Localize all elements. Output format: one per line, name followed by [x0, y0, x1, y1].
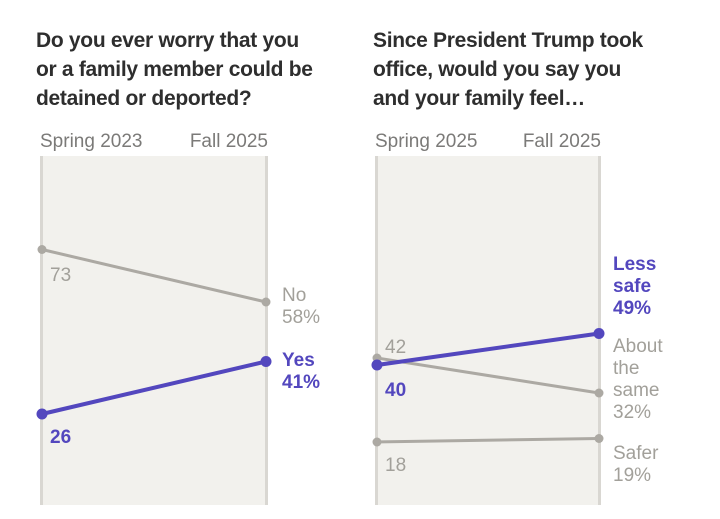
point-yes-end — [260, 356, 272, 367]
point-yes-start — [36, 408, 48, 420]
line-no — [41, 248, 267, 304]
point-no-end — [261, 297, 271, 307]
label-less-safe-end-value: Less safe 49% — [613, 253, 657, 319]
point-no-start — [37, 245, 47, 254]
point-about-the-same-end — [594, 388, 604, 398]
chart-family-safety: Since President Trump took office, would… — [371, 0, 720, 519]
x-axis-labels: Spring 2025 Fall 2025 — [375, 132, 601, 152]
line-less-safe — [376, 331, 600, 367]
slope-chart-svg — [36, 156, 272, 505]
x-tick-start: Spring 2023 — [40, 131, 143, 152]
point-safer-end — [594, 434, 604, 443]
x-tick-start: Spring 2025 — [375, 131, 478, 152]
chart-detained-deported: Do you ever worry that you or a family m… — [36, 0, 383, 519]
plot-area — [36, 156, 272, 505]
point-less-safe-end — [593, 328, 605, 339]
label-safer-end-value: Safer 19% — [613, 442, 659, 486]
slope-chart-svg — [371, 156, 605, 505]
label-no-end-value: No 58% — [282, 285, 321, 328]
label-about-the-same-end-value: About the same 32% — [613, 336, 663, 423]
x-tick-end: Fall 2025 — [189, 131, 268, 152]
line-about-the-same — [376, 356, 600, 395]
chart-title: Since President Trump took office, would… — [373, 29, 643, 110]
point-less-safe-start — [371, 359, 383, 371]
plot-area — [371, 156, 605, 505]
line-safer — [376, 437, 600, 444]
x-tick-end: Fall 2025 — [522, 131, 601, 152]
x-axis-labels: Spring 2023 Fall 2025 — [40, 132, 268, 152]
point-safer-start — [372, 437, 382, 447]
label-yes-end-value: Yes 41% — [282, 349, 321, 393]
line-yes — [41, 359, 267, 416]
chart-title: Do you ever worry that you or a family m… — [36, 29, 313, 110]
